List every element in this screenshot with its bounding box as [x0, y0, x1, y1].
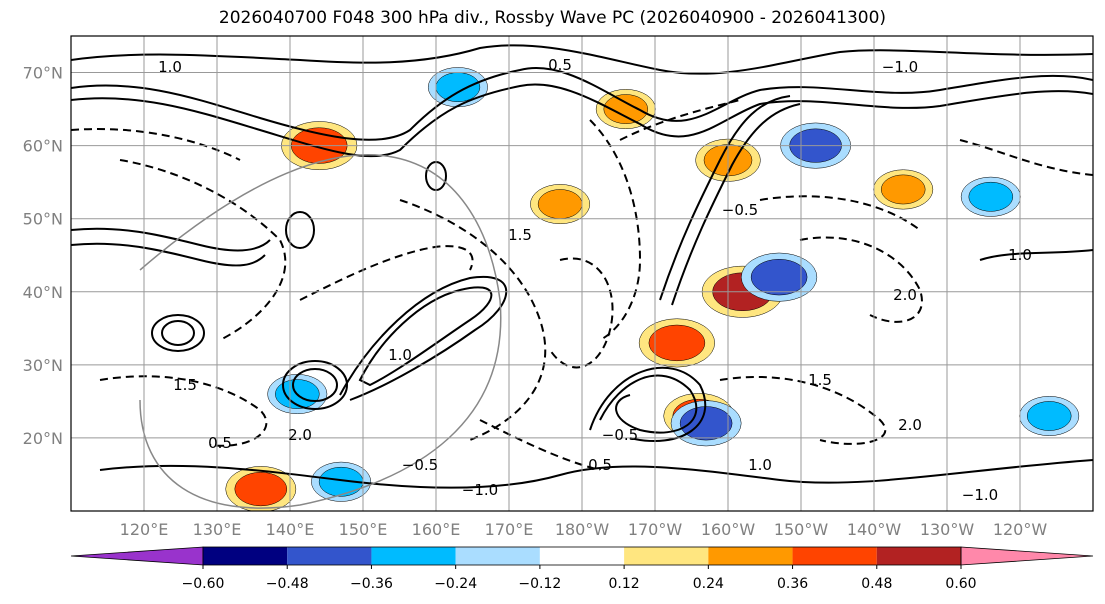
colorbar-box	[455, 547, 540, 565]
lon-tick-label: 170°W	[628, 520, 683, 539]
divergence-patch	[435, 72, 481, 103]
colorbar-box	[708, 547, 793, 565]
divergence-patch	[537, 189, 583, 219]
contour-label: 2.0	[288, 426, 312, 444]
divergence-patch	[880, 174, 926, 205]
contour-label: −0.5	[402, 456, 438, 474]
colorbar-tick-label: 0.12	[609, 576, 640, 592]
colorbar-box	[876, 547, 961, 565]
lon-tick-label: 160°E	[412, 520, 461, 539]
lon-tick-label: 140°W	[847, 520, 902, 539]
lat-tick-label: 40°N	[23, 283, 63, 302]
longitude-axis: 120°E 130°E 140°E 150°E 160°E 170°E 180°W 170°W…	[120, 520, 1048, 539]
contour-label: −1.0	[962, 486, 998, 504]
divergence-patch	[750, 259, 808, 296]
divergence-patch	[1026, 401, 1072, 431]
colorbar: −0.60 −0.48 −0.36 −0.24 −0.12 0.12 0.24 0.36 0.4…	[70, 546, 1094, 592]
contour-label: −0.5	[722, 201, 758, 219]
colorbar-extend-low	[70, 546, 204, 566]
latitude-axis: 20°N 30°N 40°N 50°N 60°N 70°N	[23, 64, 63, 448]
lon-tick-label: 150°W	[774, 520, 829, 539]
colorbar-box	[792, 547, 877, 565]
contour-label: 2.0	[898, 416, 922, 434]
colorbar-tick-label: 0.60	[945, 576, 976, 592]
lat-tick-label: 20°N	[23, 429, 63, 448]
lon-tick-label: 170°E	[485, 520, 534, 539]
colorbar-tick-label: −0.60	[182, 576, 225, 592]
contour-label: 0.5	[208, 434, 232, 452]
divergence-patch	[603, 94, 649, 124]
lon-tick-label: 120°E	[120, 520, 169, 539]
colorbar-tick-label: −0.12	[518, 576, 561, 592]
contour-label: −0.5	[602, 426, 638, 444]
contour-label: −1.0	[462, 481, 498, 499]
contour-label: 1.5	[173, 376, 197, 394]
lat-tick-label: 30°N	[23, 356, 63, 375]
colorbar-tick-label: 0.24	[693, 576, 724, 592]
contour-label: 1.5	[508, 226, 532, 244]
colorbar-tick-label: 0.48	[861, 576, 892, 592]
colorbar-box	[539, 547, 625, 565]
lon-tick-label: 180°W	[555, 520, 610, 539]
lon-tick-label: 140°E	[266, 520, 315, 539]
colorbar-box	[203, 547, 288, 565]
lon-tick-label: 120°W	[993, 520, 1048, 539]
contour-label: 1.5	[808, 371, 832, 389]
colorbar-tick-label: −0.36	[350, 576, 393, 592]
divergence-patch	[234, 472, 288, 507]
lon-tick-label: 130°E	[193, 520, 242, 539]
colorbar-box	[624, 547, 709, 565]
lon-tick-label: 150°E	[339, 520, 388, 539]
lat-tick-label: 60°N	[23, 137, 63, 156]
contour-label: 1.0	[1008, 246, 1032, 264]
lat-tick-label: 70°N	[23, 64, 63, 83]
lat-tick-label: 50°N	[23, 210, 63, 229]
map-grid	[71, 36, 1093, 511]
colorbar-frame	[202, 546, 962, 566]
contour-label: −1.0	[882, 58, 918, 76]
contour-label: 2.0	[893, 286, 917, 304]
colorbar-tick-label: −0.24	[434, 576, 477, 592]
contour-label: 1.0	[388, 346, 412, 364]
divergence-patch	[679, 406, 733, 441]
contour-label: 1.0	[748, 456, 772, 474]
colorbar-tick-label: −0.48	[266, 576, 309, 592]
lon-tick-label: 160°W	[701, 520, 756, 539]
divergence-patch	[648, 324, 706, 362]
contour-labels: 1.0 0.5 −1.0 −0.5 1.5 2.0 1.0 0.5 −1.0 −0.5 1.5 2.0…	[158, 56, 1032, 504]
contour-label: 0.5	[548, 56, 572, 74]
colorbar-extend-high	[960, 546, 1094, 566]
chart-title: 2026040700 F048 300 hPa div., Rossby Wav…	[218, 8, 887, 28]
divergence-patch	[968, 181, 1014, 212]
map-frame	[70, 35, 1094, 512]
contour-label: 1.0	[158, 58, 182, 76]
contour-label: 0.5	[588, 456, 612, 474]
colorbar-box	[287, 547, 372, 565]
colorbar-box	[371, 547, 456, 565]
lon-tick-label: 130°W	[920, 520, 975, 539]
colorbar-tick-label: 0.36	[777, 576, 808, 592]
